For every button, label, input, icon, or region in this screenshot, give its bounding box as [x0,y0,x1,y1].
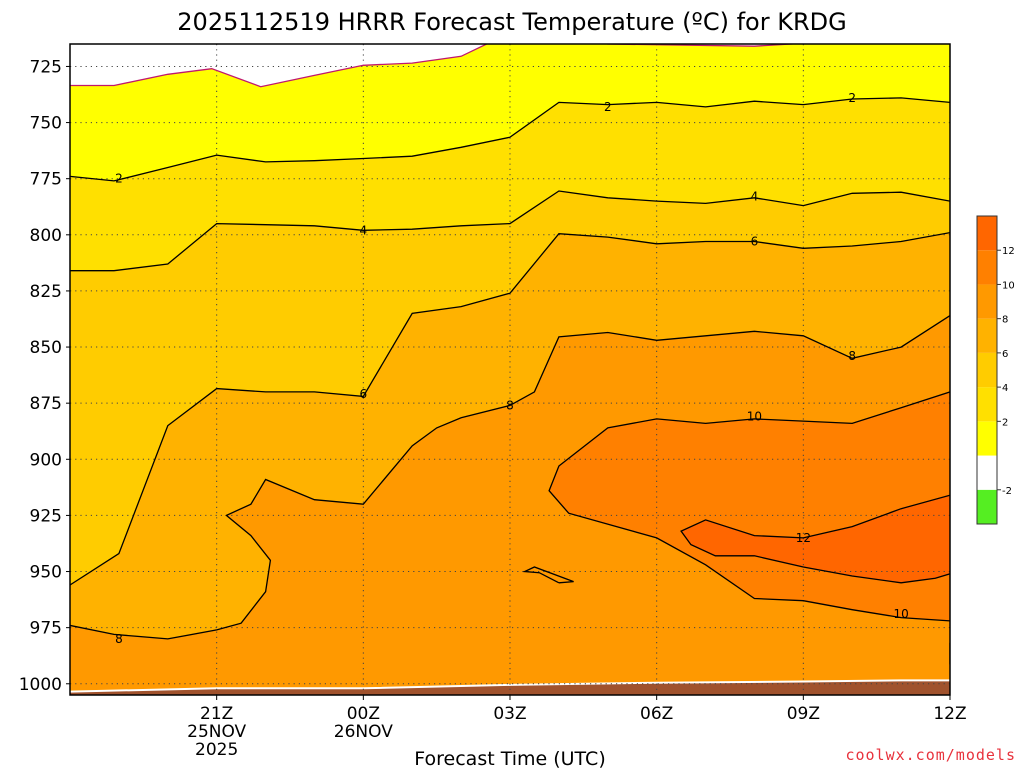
contour-label-10-10: 10 [747,410,762,424]
isotherm-0-0 [70,44,802,88]
y-tick-label-775: 775 [30,170,62,190]
contour-label-4-4: 4 [751,190,759,204]
x-tick-label-03Z-0: 03Z [493,704,526,724]
contour-label-12-12: 12 [796,531,811,545]
colorbar-label-6: 6 [1002,349,1008,360]
isotherm-2-1 [70,97,950,182]
colorbar-segment-2 [977,387,997,422]
contour-label-10-11: 10 [893,607,908,621]
colorbar-segment-4 [977,352,997,388]
x-tick-label-09Z-0: 09Z [787,704,820,724]
x-axis-label: Forecast Time (UTC) [414,748,605,768]
colorbar-segment-12 [977,216,997,251]
isotherm-12-7 [680,494,950,584]
y-tick-label-1000: 1000 [19,675,62,695]
y-tick-label-850: 850 [30,338,62,358]
x-tick-label-21Z-2: 2025 [195,740,238,760]
x-tick-label-21Z-1: 25NOV [187,722,246,742]
y-tick-label-975: 975 [30,619,62,639]
x-tick-label-12Z-0: 12Z [933,704,966,724]
colorbar: -2 2 4 6 8 10 12 [976,215,1015,525]
colorbar-label--2: -2 [1002,486,1012,497]
axes: 725 750 775 800 825 850 875 900 925 950 975 1000 21Z… [19,43,967,760]
band-10-12 [70,315,950,695]
isotherm-10-6 [548,391,950,665]
isotherm-8-4 [70,314,950,640]
contour-label-6-5: 6 [360,387,368,401]
contour-label-8-7: 8 [115,632,123,646]
band-below-0 [70,44,791,87]
isotherm-4-2 [70,190,950,272]
contour-label-6-6: 6 [751,235,759,249]
contour-label-8-8: 8 [506,398,514,412]
chart-title: 2025112519 HRRR Forecast Temperature (ºC… [177,8,846,36]
colorbar-label-2: 2 [1002,417,1008,428]
colorbar-label-4: 4 [1002,383,1008,394]
x-tick-label-06Z-0: 06Z [640,704,673,724]
y-tick-label-950: 950 [30,563,62,583]
colorbar-label-10: 10 [1002,280,1015,291]
plot-area: 2 2 2 4 4 6 6 8 8 8 10 10 12 [70,44,950,695]
colorbar-frame [976,215,998,525]
y-tick-label-875: 875 [30,394,62,414]
below-ground [70,680,950,695]
contour-label-2-2: 2 [848,91,856,105]
contour-label-8-9: 8 [848,349,856,363]
colorbar-segment-8 [977,284,997,319]
x-tick-label-00Z-0: 00Z [347,704,380,724]
y-tick-label-725: 725 [30,57,62,77]
x-tick-label-00Z-1: 26NOV [334,722,393,742]
band-12-14 [549,391,950,664]
contour-label-2-0: 2 [115,172,123,186]
colorbar-segment--2 [977,455,997,490]
surface-line [70,679,950,693]
colorbar-label-12: 12 [1002,246,1015,257]
colorbar-segment--4 [977,489,997,524]
y-tick-label-825: 825 [30,282,62,302]
colorbar-segment-6 [977,318,997,353]
plot-content: 2 2 2 4 4 6 6 8 8 8 10 10 12 [70,44,950,695]
contour-label-4-3: 4 [360,223,368,237]
y-tick-label-900: 900 [30,450,62,470]
colorbar-segment-10 [977,250,997,285]
y-tick-label-925: 925 [30,506,62,526]
x-tick-label-21Z-0: 21Z [200,704,233,724]
contour-label-2-1: 2 [604,100,612,114]
isotherm-10-5 [522,566,574,584]
credit-link[interactable]: coolwx.com/models [845,746,1016,764]
y-tick-label-800: 800 [30,226,62,246]
isotherm-6-3 [70,231,950,586]
colorbar-segment-0 [977,421,997,456]
colorbar-label-8: 8 [1002,315,1008,326]
band-14-plus [681,495,950,583]
y-tick-label-750: 750 [30,114,62,134]
